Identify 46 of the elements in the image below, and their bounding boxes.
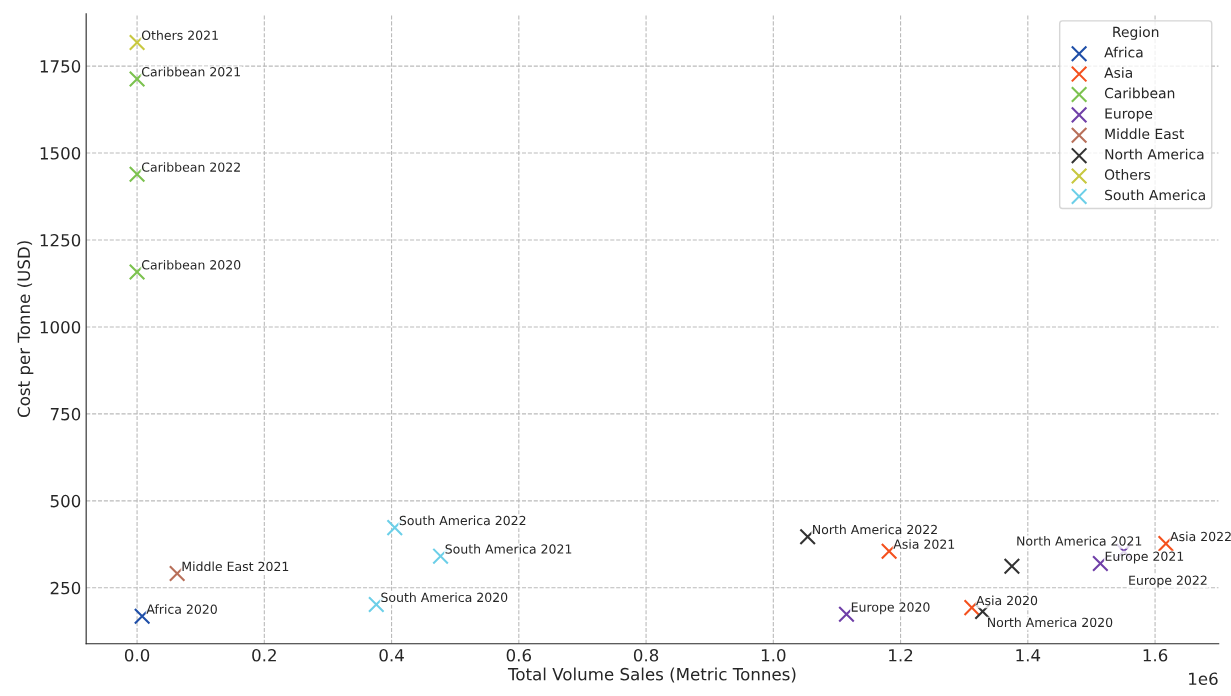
legend-label: Others — [1104, 169, 1151, 180]
annotation: North America 2022 — [813, 524, 937, 535]
x-tick-label: 1.6 — [1143, 648, 1168, 662]
x-tick-label: 1.2 — [889, 648, 913, 662]
annotation: Africa 2020 — [146, 604, 217, 614]
text: 1e6 — [1189, 672, 1218, 686]
y-tick-label: 1000 — [40, 320, 81, 334]
legend-label: Europe — [1105, 108, 1153, 122]
legend-label: Caribbean — [1104, 87, 1175, 99]
annotation: Middle East 2021 — [182, 561, 289, 572]
x-tick-label: 0.8 — [633, 648, 659, 662]
annotation: South America 2020 — [381, 592, 508, 603]
annotation: Asia 2021 — [893, 539, 955, 549]
annotation: Europe 2020 — [851, 602, 930, 615]
annotation: Asia 2020 — [976, 595, 1038, 606]
annotation: Europe 2022 — [1129, 575, 1207, 588]
annotation: South America 2022 — [399, 515, 526, 526]
annotation: Europe 2021 — [1105, 551, 1184, 564]
legend-label: South America — [1105, 189, 1205, 201]
legend-label: Asia — [1104, 67, 1132, 78]
legend-label: Middle East — [1105, 128, 1185, 140]
x-tick-label: 1.0 — [761, 648, 786, 662]
annotation: Others 2021 — [141, 30, 218, 41]
annotation: North America 2021 — [1017, 536, 1142, 546]
x-tick-label: 0.0 — [124, 648, 150, 662]
legend-title: Region — [1113, 26, 1159, 40]
y-tick-label: 500 — [50, 494, 81, 508]
y-tick-label: 250 — [50, 581, 81, 595]
annotation: North America 2020 — [988, 617, 1113, 628]
annotation: Caribbean 2022 — [141, 162, 240, 172]
legend-label: North America — [1105, 148, 1204, 160]
annotation: Asia 2022 — [1170, 531, 1231, 542]
annotation: Caribbean 2020 — [141, 259, 241, 270]
x-tick-label: 0.6 — [506, 648, 532, 662]
y-tick-label: 1750 — [40, 60, 81, 73]
x-tick-label: 0.2 — [252, 648, 276, 662]
legend-label: Africa — [1104, 46, 1143, 58]
y-tick-label: 1500 — [40, 147, 81, 160]
y-tick-label: 1250 — [40, 233, 81, 247]
annotation: Caribbean 2021 — [141, 66, 241, 77]
x-tick-label: 0.4 — [379, 648, 404, 662]
x-tick-label: 1.4 — [1016, 649, 1041, 662]
annotation: South America 2021 — [445, 544, 572, 554]
y-axis-title: Cost per Tonne (USD) — [17, 241, 34, 418]
x-axis-title: Total Volume Sales (Metric Tonnes) — [507, 667, 796, 683]
y-tick-label: 750 — [50, 407, 81, 421]
